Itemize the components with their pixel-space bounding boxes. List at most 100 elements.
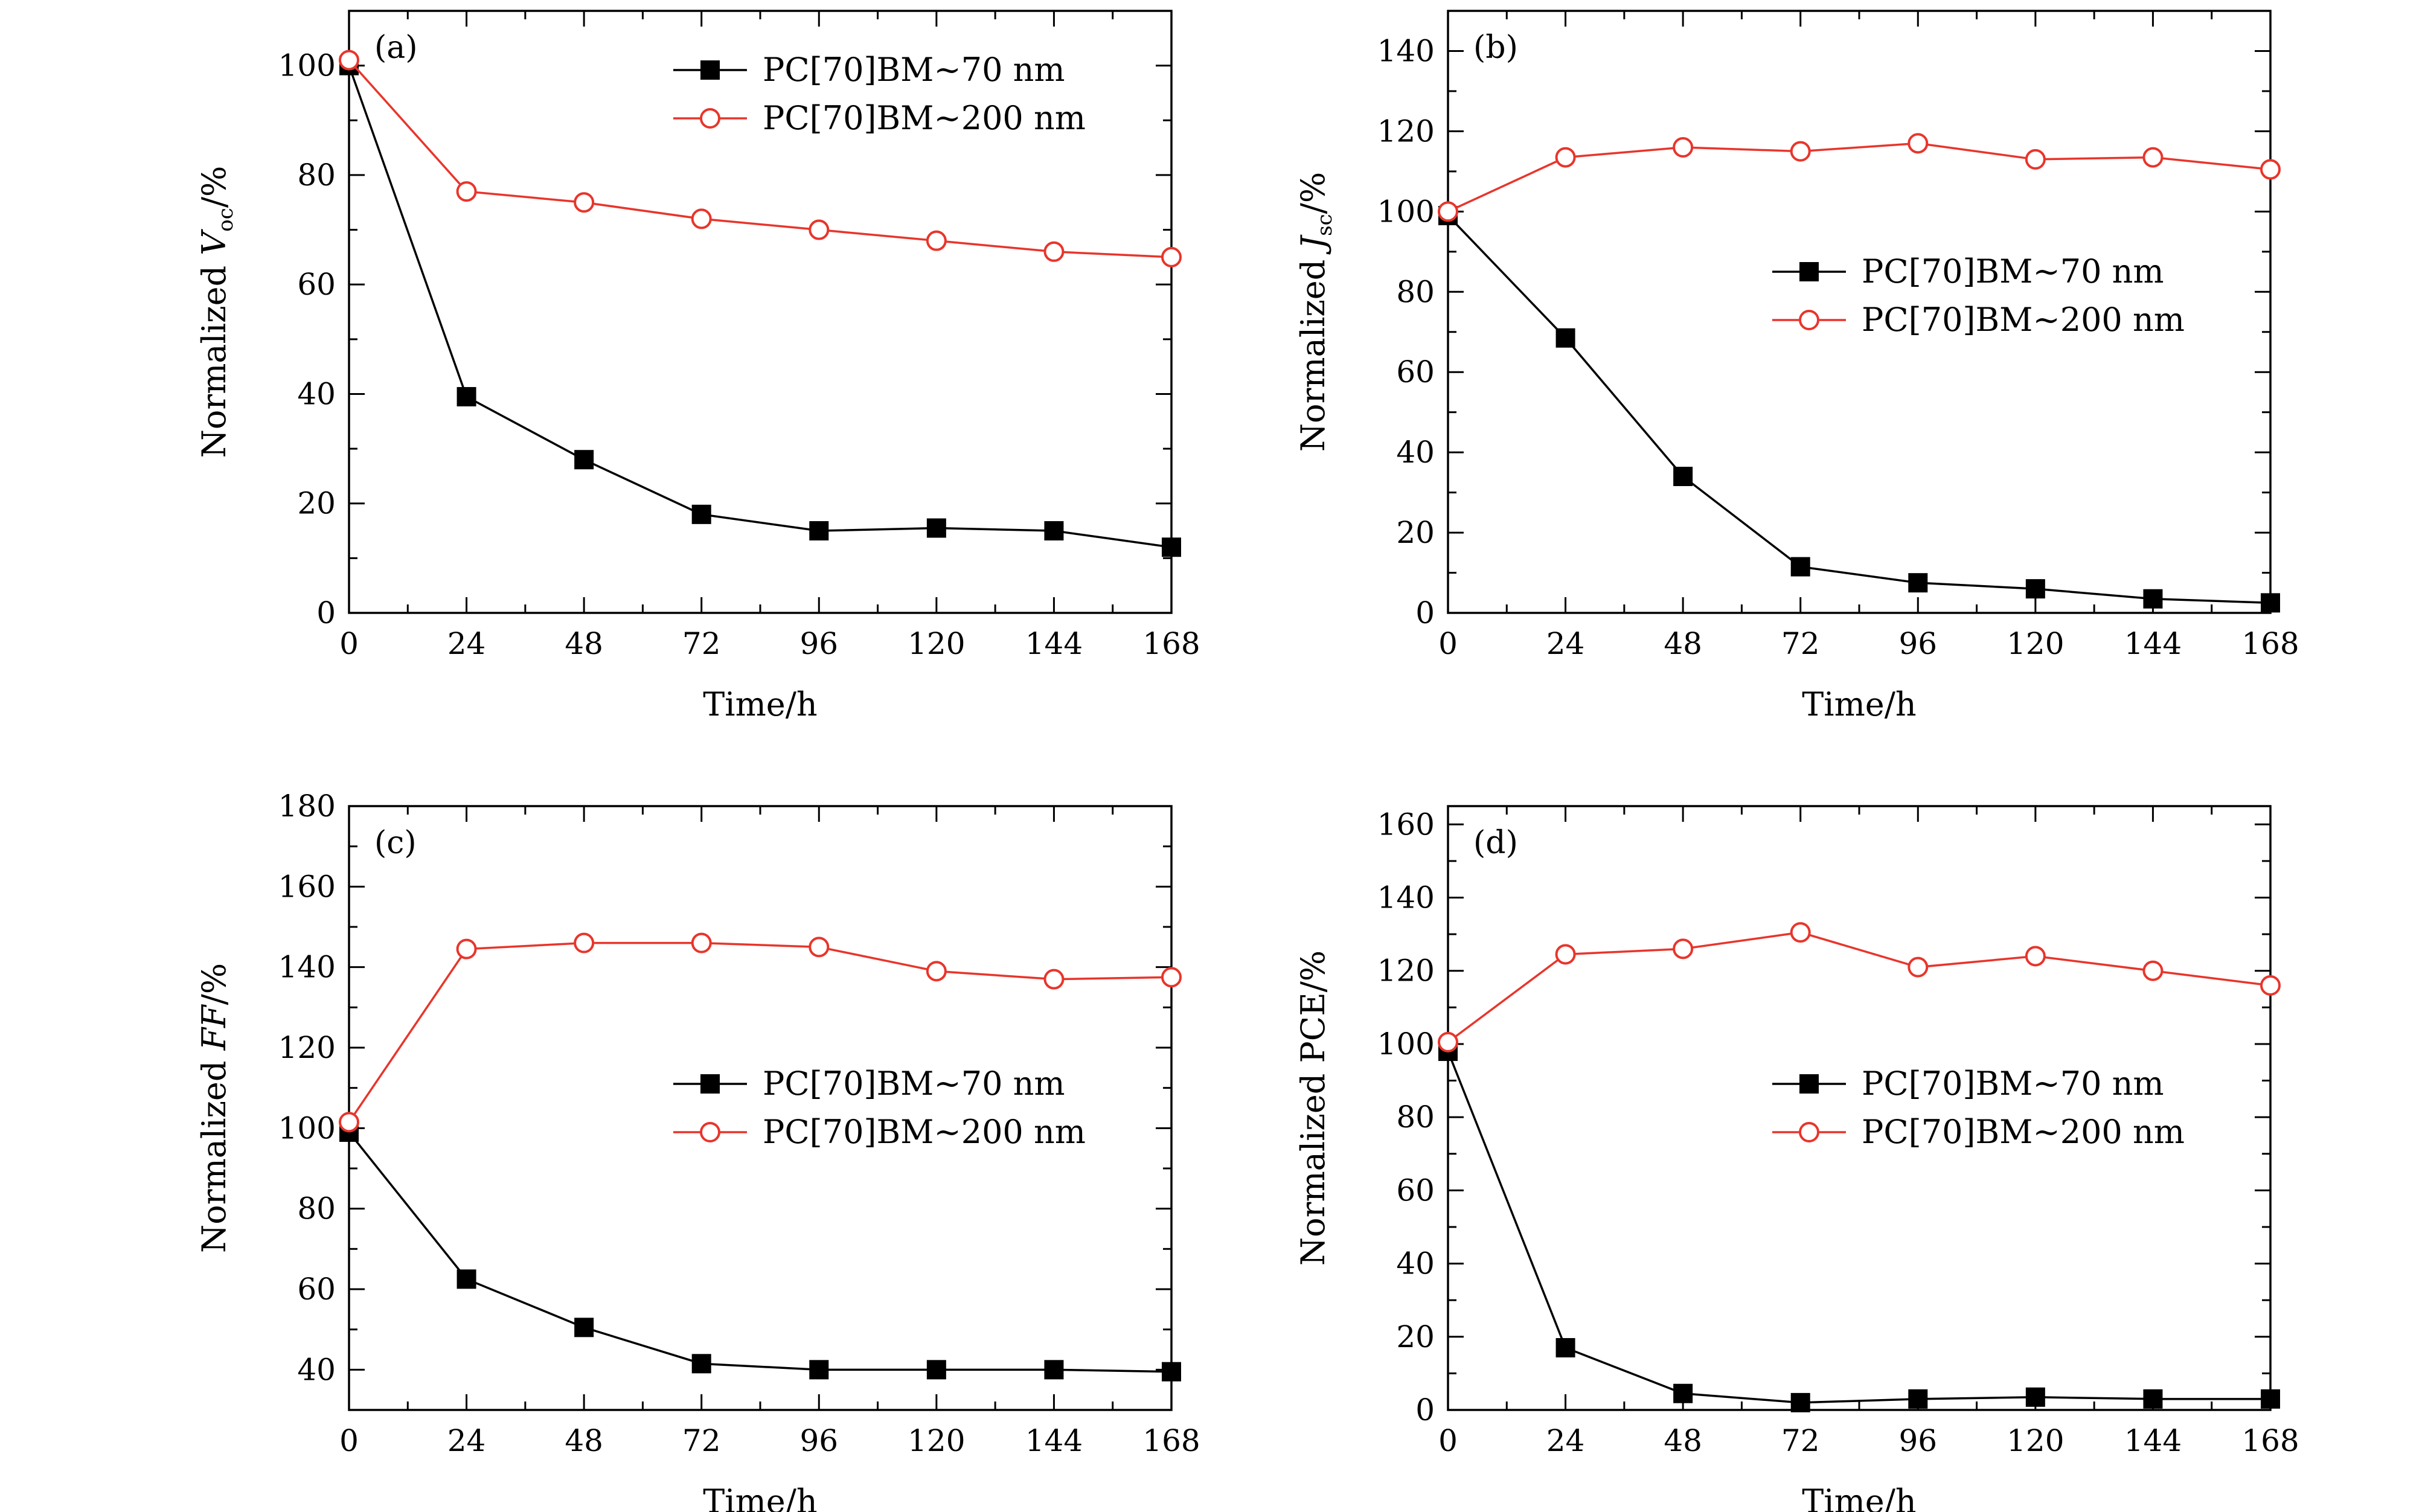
series-pc70bm-200nm <box>1438 133 2281 222</box>
x-tick-label: 120 <box>2007 1423 2064 1458</box>
legend-label: PC[70]BM~200 nm <box>1862 1113 2185 1151</box>
plot-frame <box>348 805 1173 1411</box>
legend-label: PC[70]BM~200 nm <box>763 1113 1086 1151</box>
chart-panel-d: 0 24 48 72 96 120 144 168 0 20 40 60 80 100 120 140 160 T… <box>1294 805 2299 1512</box>
data-point <box>2261 593 2280 613</box>
data-point <box>574 192 595 213</box>
y-tick-label: 40 <box>297 1352 336 1387</box>
y-tick-label: 0 <box>1415 595 1435 630</box>
x-tick-label: 24 <box>447 626 486 661</box>
series-line <box>348 59 1172 258</box>
data-point <box>691 1354 711 1374</box>
data-point <box>1044 521 1064 541</box>
series-line <box>348 941 1172 1123</box>
data-point <box>691 932 712 953</box>
panel-label: (d) <box>1473 825 1518 861</box>
y-tick-label: 100 <box>1377 1027 1435 1062</box>
x-tick-label: 168 <box>1142 1423 1200 1458</box>
y-tick-label: 20 <box>1396 1319 1435 1354</box>
x-tick-label: 48 <box>1664 1423 1702 1458</box>
y-tick-label: 40 <box>297 376 336 411</box>
chart-panel-a: 0 24 48 72 96 120 144 168 0 20 40 60 80 100 Time/h Norm… <box>195 10 1200 723</box>
y-tick-label: 60 <box>1396 354 1435 389</box>
legend: PC[70]BM~70 nm PC[70]BM~200 nm <box>673 1065 1086 1151</box>
data-point <box>574 450 594 470</box>
data-point <box>1555 944 1576 965</box>
x-axis-label: Time/h <box>1802 685 1916 723</box>
x-tick-label: 0 <box>1438 1423 1458 1458</box>
x-tick-label: 96 <box>799 626 838 661</box>
chart-panel-b: 0 24 48 72 96 120 144 168 0 20 40 60 80 100 120 140 Time… <box>1294 10 2299 723</box>
data-point <box>809 219 830 240</box>
x-tick-label: 72 <box>682 626 721 661</box>
data-point <box>2025 946 2046 967</box>
series-line <box>1447 1051 2270 1404</box>
legend: PC[70]BM~70 nm PC[70]BM~200 nm <box>1772 252 2185 339</box>
y-tick-label: 140 <box>1377 880 1435 915</box>
y-tick-label: 120 <box>278 1030 336 1065</box>
data-point <box>1438 1031 1458 1052</box>
data-point <box>1908 133 1929 154</box>
series-line <box>1447 214 2271 604</box>
x-tick-label: 24 <box>1546 1423 1585 1458</box>
series-line <box>1447 931 2271 1043</box>
legend-label: PC[70]BM~70 nm <box>763 51 1065 89</box>
series-line <box>348 1131 1172 1373</box>
y-tick-label: 120 <box>1377 114 1435 149</box>
data-point <box>926 1360 946 1380</box>
y-axis-label: Normalized PCE/% <box>1294 950 1332 1266</box>
legend-marker <box>1799 1122 1819 1142</box>
data-point <box>2261 1389 2280 1409</box>
data-point <box>809 521 829 541</box>
series-pc70bm-70nm <box>1438 1042 2280 1412</box>
data-point <box>926 961 947 982</box>
legend-label: PC[70]BM~200 nm <box>1862 301 2185 339</box>
x-tick-label: 168 <box>1142 626 1200 661</box>
y-tick-label: 160 <box>1377 807 1435 842</box>
legend-marker <box>700 60 720 80</box>
y-axis-label: Normalized Jsc/% <box>1294 172 1337 452</box>
legend: PC[70]BM~70 nm PC[70]BM~200 nm <box>673 51 1086 137</box>
data-point <box>1673 1383 1693 1403</box>
x-tick-label: 24 <box>1546 626 1585 661</box>
legend-label: PC[70]BM~70 nm <box>1862 1065 2164 1103</box>
y-tick-label: 100 <box>278 48 336 83</box>
data-point <box>456 1269 476 1289</box>
y-tick-label: 180 <box>278 789 336 824</box>
y-tick-label: 80 <box>1396 1100 1435 1135</box>
data-point <box>691 208 712 229</box>
data-point <box>1438 201 1458 222</box>
legend-marker <box>1799 310 1819 330</box>
y-tick-label: 140 <box>1377 33 1435 68</box>
data-point <box>456 938 477 959</box>
x-tick-label: 96 <box>1898 1423 1937 1458</box>
data-point <box>1161 967 1182 988</box>
legend-marker <box>700 1122 720 1142</box>
data-point <box>1555 1337 1575 1357</box>
y-tick-label: 100 <box>278 1110 336 1145</box>
x-tick-label: 48 <box>565 1423 603 1458</box>
data-point <box>1043 969 1065 990</box>
data-point <box>2142 960 2164 981</box>
series-pc70bm-70nm <box>1438 205 2280 613</box>
series-line <box>348 65 1172 548</box>
panel-label: (b) <box>1473 30 1518 66</box>
data-point <box>339 1112 359 1133</box>
data-point <box>1162 1362 1181 1382</box>
data-point <box>1043 241 1065 262</box>
data-point <box>339 50 359 71</box>
data-point <box>574 932 595 953</box>
data-point <box>2025 149 2046 170</box>
x-tick-label: 0 <box>1438 626 1458 661</box>
y-tick-label: 80 <box>297 158 336 193</box>
x-tick-label: 144 <box>1025 1423 1083 1458</box>
legend-marker <box>1799 1074 1819 1094</box>
y-tick-label: 120 <box>1377 953 1435 988</box>
series-pc70bm-200nm <box>339 50 1182 267</box>
series-line <box>1447 142 2271 213</box>
data-point <box>1673 136 1694 158</box>
data-point <box>1161 246 1182 267</box>
data-point <box>1790 557 1810 577</box>
data-point <box>2025 579 2045 599</box>
panel-label: (a) <box>374 30 418 66</box>
